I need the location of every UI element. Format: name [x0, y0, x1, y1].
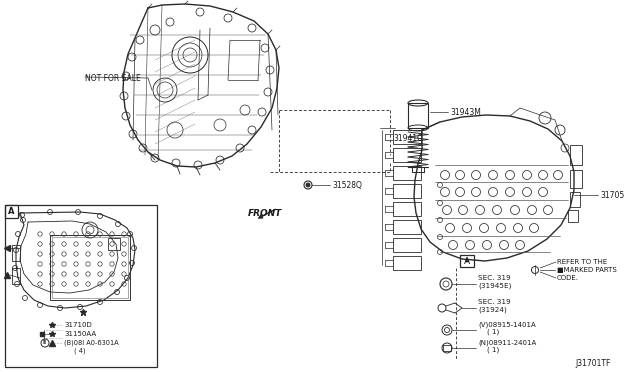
Bar	[5, 205, 18, 218]
Bar	[393, 220, 421, 234]
Text: 31710D: 31710D	[64, 322, 92, 328]
Bar	[443, 345, 451, 351]
Bar	[570, 192, 580, 207]
Text: 31150AA: 31150AA	[64, 331, 96, 337]
Bar	[50, 235, 130, 300]
Bar	[12, 268, 20, 284]
Bar	[52, 237, 128, 298]
Text: B: B	[42, 340, 45, 346]
Bar	[393, 238, 421, 252]
Text: CODE.: CODE.	[557, 275, 579, 281]
Bar	[568, 210, 578, 222]
Text: NOT FOR SALE: NOT FOR SALE	[85, 74, 141, 83]
Text: (B)08I A0-6301A: (B)08I A0-6301A	[64, 340, 118, 346]
Bar	[12, 245, 20, 261]
Bar	[570, 170, 582, 188]
Text: (V)08915-1401A
    ( 1): (V)08915-1401A ( 1)	[478, 321, 536, 335]
Text: 31943M: 31943M	[450, 108, 481, 116]
Text: SEC. 319
(31924): SEC. 319 (31924)	[478, 299, 511, 313]
Bar	[393, 166, 421, 180]
Text: ( 4): ( 4)	[74, 348, 86, 354]
Bar	[393, 202, 421, 216]
Bar	[408, 103, 428, 128]
Circle shape	[306, 183, 310, 187]
Bar	[393, 256, 421, 270]
Bar	[460, 255, 474, 267]
Text: 31528Q: 31528Q	[332, 180, 362, 189]
Text: (N)08911-2401A
    ( 1): (N)08911-2401A ( 1)	[478, 339, 536, 353]
Text: A: A	[8, 207, 15, 216]
Bar	[570, 145, 582, 165]
Text: 31941C: 31941C	[393, 134, 422, 142]
Text: FRONT: FRONT	[248, 208, 282, 218]
Text: ■MARKED PARTS: ■MARKED PARTS	[557, 267, 617, 273]
Text: REFER TO THE: REFER TO THE	[557, 259, 607, 265]
Text: 31705: 31705	[600, 190, 624, 199]
Text: A: A	[464, 257, 470, 266]
Bar	[108, 238, 120, 250]
Text: J31701TF: J31701TF	[575, 359, 611, 368]
Text: SEC. 319
(31945E): SEC. 319 (31945E)	[478, 275, 511, 289]
Bar	[393, 184, 421, 198]
Bar	[5, 205, 157, 367]
Bar	[393, 148, 421, 162]
Bar	[393, 130, 421, 144]
